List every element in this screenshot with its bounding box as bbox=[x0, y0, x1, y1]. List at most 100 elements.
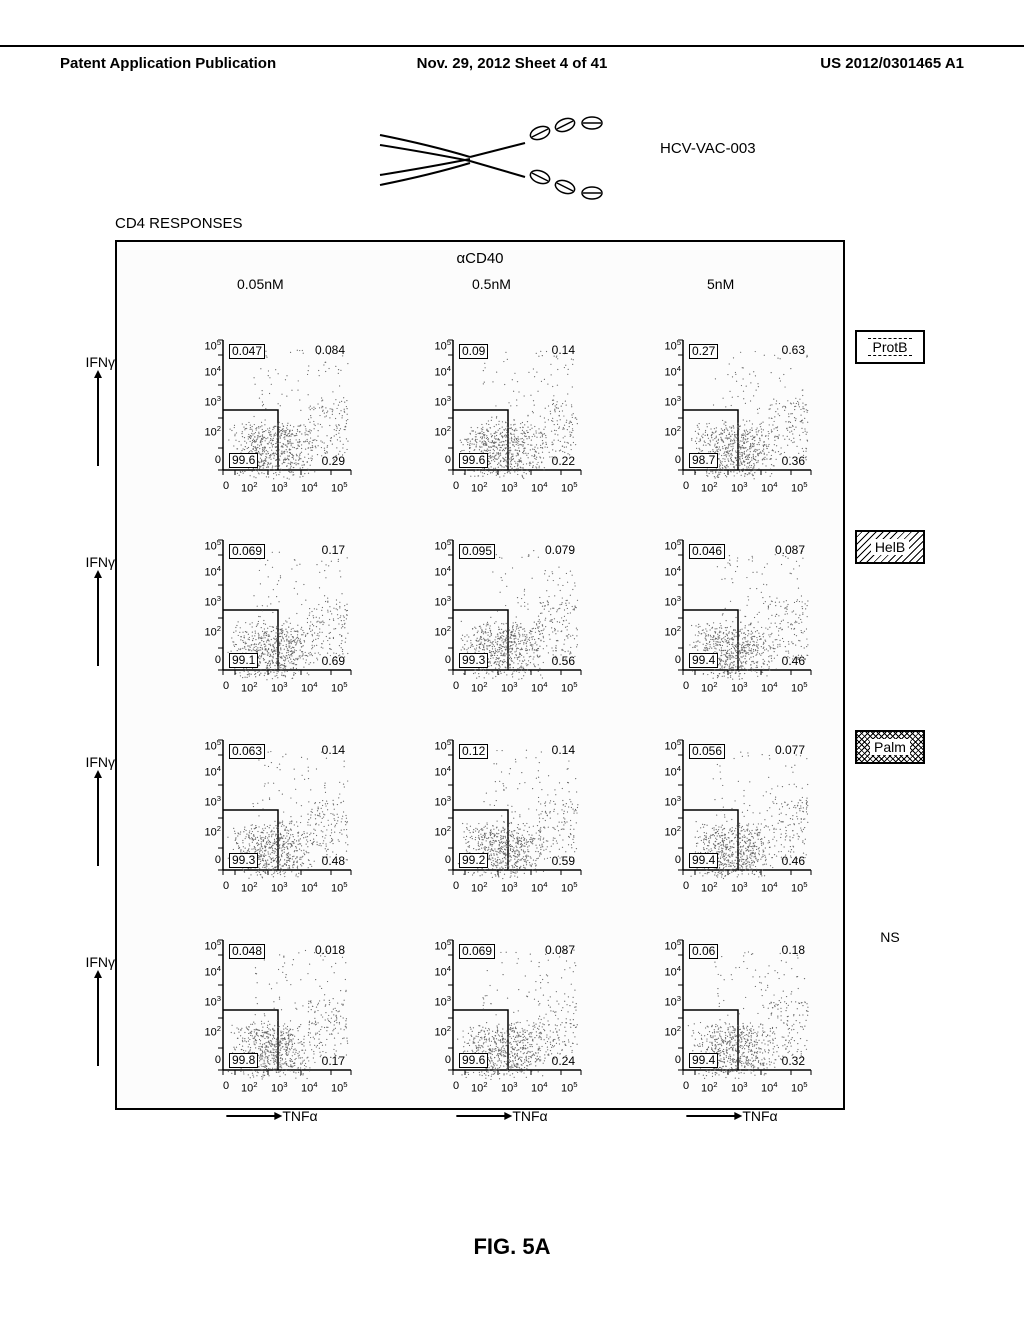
scatter-panel-r2-c1: 105104103102001021031041050.120.1499.20.… bbox=[417, 736, 587, 896]
quadrant-bl-value: 99.1 bbox=[229, 653, 258, 668]
header-right: US 2012/0301465 A1 bbox=[820, 55, 964, 72]
quadrant-bl-value: 99.4 bbox=[689, 653, 718, 668]
y-ticks: 1051041031020 bbox=[417, 536, 453, 696]
quadrant-tl-value: 0.095 bbox=[459, 544, 495, 559]
quadrant-br-value: 0.46 bbox=[780, 655, 807, 668]
quadrant-tr-value: 0.079 bbox=[543, 544, 577, 557]
quadrant-tl-value: 0.12 bbox=[459, 744, 488, 759]
quadrant-tl-value: 0.27 bbox=[689, 344, 718, 359]
row-badge-ns: NS bbox=[855, 920, 925, 954]
sample-label: HCV-VAC-003 bbox=[660, 140, 756, 157]
ifny-axis-label: IFNγ bbox=[65, 754, 115, 770]
quadrant-bl-value: 99.6 bbox=[229, 453, 258, 468]
y-ticks: 1051041031020 bbox=[647, 536, 683, 696]
quadrant-bl-value: 98.7 bbox=[689, 453, 718, 468]
y-ticks: 1051041031020 bbox=[417, 736, 453, 896]
y-ticks: 1051041031020 bbox=[187, 736, 223, 896]
quadrant-tr-value: 0.14 bbox=[550, 744, 577, 757]
panel-row-1: IFNγ 105104103102001021031041050.0690.17… bbox=[127, 536, 833, 736]
tnfa-axis-label: TNFα bbox=[226, 1108, 317, 1124]
quadrant-br-value: 0.69 bbox=[320, 655, 347, 668]
y-ticks: 1051041031020 bbox=[647, 736, 683, 896]
quadrant-tl-value: 0.048 bbox=[229, 944, 265, 959]
y-ticks: 1051041031020 bbox=[417, 936, 453, 1096]
flow-cytometry-grid: αCD40 0.05nM 0.5nM 5nM IFNγ 105104103102… bbox=[115, 240, 845, 1110]
quadrant-tl-value: 0.06 bbox=[689, 944, 718, 959]
quadrant-tl-value: 0.056 bbox=[689, 744, 725, 759]
panel-row-3: IFNγ 105104103102001021031041050.0480.01… bbox=[127, 936, 833, 1136]
up-arrow-icon bbox=[97, 376, 99, 466]
row-badge-helb: HelB bbox=[855, 530, 925, 564]
quadrant-br-value: 0.24 bbox=[550, 1055, 577, 1068]
scatter-panel-r2-c0: 105104103102001021031041050.0630.1499.30… bbox=[187, 736, 357, 896]
quadrant-bl-value: 99.8 bbox=[229, 1053, 258, 1068]
x-ticks: 0102103104105 bbox=[223, 880, 357, 898]
page-header: Patent Application Publication Nov. 29, … bbox=[0, 45, 1024, 72]
figure-label: FIG. 5A bbox=[473, 1234, 550, 1260]
x-ticks: 0102103104105 bbox=[453, 880, 587, 898]
quadrant-br-value: 0.17 bbox=[320, 1055, 347, 1068]
x-ticks: 0102103104105 bbox=[683, 480, 817, 498]
quadrant-tr-value: 0.084 bbox=[313, 344, 347, 357]
y-ticks: 1051041031020 bbox=[187, 936, 223, 1096]
header-center: Nov. 29, 2012 Sheet 4 of 41 bbox=[417, 55, 608, 72]
quadrant-tr-value: 0.63 bbox=[780, 344, 807, 357]
x-ticks: 0102103104105 bbox=[453, 680, 587, 698]
right-arrow-icon bbox=[226, 1115, 276, 1117]
y-ticks: 1051041031020 bbox=[647, 936, 683, 1096]
quadrant-bl-value: 99.2 bbox=[459, 853, 488, 868]
y-ticks: 1051041031020 bbox=[647, 336, 683, 496]
quadrant-br-value: 0.32 bbox=[780, 1055, 807, 1068]
right-arrow-icon bbox=[456, 1115, 506, 1117]
tnfa-axis-label: TNFα bbox=[456, 1108, 547, 1124]
scatter-panel-r3-c0: 10510410310200102103104105 0.048 0.018 99.8… bbox=[187, 936, 357, 1096]
scatter-panel-r3-c2: 105104103102001021031041050.060.1899.40.… bbox=[647, 936, 817, 1096]
x-ticks: 0102103104105 bbox=[683, 680, 817, 698]
quadrant-tr-value: 0.077 bbox=[773, 744, 807, 757]
quadrant-tr-value: 0.18 bbox=[780, 944, 807, 957]
quadrant-tl-value: 0.063 bbox=[229, 744, 265, 759]
ifny-axis-label: IFNγ bbox=[65, 354, 115, 370]
cd4-responses-label: CD4 RESPONSES bbox=[115, 215, 243, 232]
row-badge-protb: ProtB bbox=[855, 330, 925, 364]
quadrant-tl-value: 0.047 bbox=[229, 344, 265, 359]
y-ticks: 1051041031020 bbox=[187, 336, 223, 496]
row-badge-palm: Palm bbox=[855, 730, 925, 764]
header-left: Patent Application Publication bbox=[60, 55, 276, 72]
quadrant-tr-value: 0.018 bbox=[313, 944, 347, 957]
grid-title: αCD40 bbox=[456, 250, 503, 267]
up-arrow-icon bbox=[97, 576, 99, 666]
scatter-panel-r1-c2: 10510410310200102103104105 0.046 0.087 99.4… bbox=[647, 536, 817, 696]
quadrant-tr-value: 0.087 bbox=[543, 944, 577, 957]
quadrant-br-value: 0.56 bbox=[550, 655, 577, 668]
x-ticks: 0102103104105 bbox=[453, 1080, 587, 1098]
quadrant-tl-value: 0.046 bbox=[689, 544, 725, 559]
quadrant-br-value: 0.29 bbox=[320, 455, 347, 468]
x-ticks: 0102103104105 bbox=[683, 880, 817, 898]
y-ticks: 1051041031020 bbox=[417, 336, 453, 496]
quadrant-bl-value: 99.6 bbox=[459, 1053, 488, 1068]
right-arrow-icon bbox=[686, 1115, 736, 1117]
antibody-icon bbox=[370, 115, 630, 205]
quadrant-tl-value: 0.069 bbox=[229, 544, 265, 559]
x-ticks: 0102103104105 bbox=[223, 480, 357, 498]
panel-row-2: IFNγ 105104103102001021031041050.0630.14… bbox=[127, 736, 833, 936]
scatter-panel-r0-c0: 10510410310200102103104105 0.047 0.084 99.6… bbox=[187, 336, 357, 496]
quadrant-br-value: 0.22 bbox=[550, 455, 577, 468]
quadrant-tr-value: 0.14 bbox=[550, 344, 577, 357]
ifny-axis-label: IFNγ bbox=[65, 954, 115, 970]
scatter-panel-r0-c2: 10510410310200102103104105 0.27 0.63 98.7 0.… bbox=[647, 336, 817, 496]
quadrant-br-value: 0.36 bbox=[780, 455, 807, 468]
quadrant-tl-value: 0.09 bbox=[459, 344, 488, 359]
quadrant-tr-value: 0.17 bbox=[320, 544, 347, 557]
panel-row-0: IFNγ 105104103102001021031041050.0470.08… bbox=[127, 336, 833, 536]
x-ticks: 0102103104105 bbox=[223, 1080, 357, 1098]
tnfa-axis-label: TNFα bbox=[686, 1108, 777, 1124]
quadrant-tr-value: 0.087 bbox=[773, 544, 807, 557]
quadrant-br-value: 0.48 bbox=[320, 855, 347, 868]
scatter-panel-r1-c1: 10510410310200102103104105 0.095 0.079 99.3… bbox=[417, 536, 587, 696]
quadrant-bl-value: 99.3 bbox=[459, 653, 488, 668]
quadrant-bl-value: 99.4 bbox=[689, 1053, 718, 1068]
quadrant-tr-value: 0.14 bbox=[320, 744, 347, 757]
scatter-panel-r3-c1: 105104103102001021031041050.0690.08799.6… bbox=[417, 936, 587, 1096]
